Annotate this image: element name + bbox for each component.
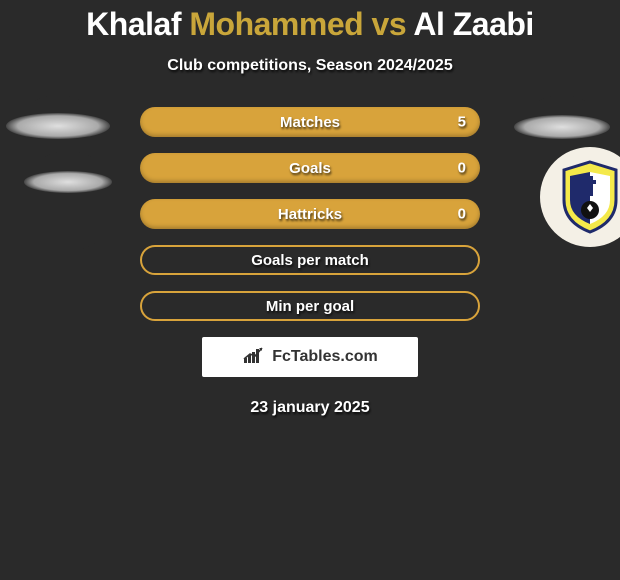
stat-label: Matches	[280, 114, 340, 131]
stat-row-matches: Matches 5	[140, 107, 480, 137]
placeholder-ellipse-icon	[6, 113, 110, 139]
stat-value: 5	[458, 114, 466, 131]
date: 23 january 2025	[0, 399, 620, 417]
subtitle: Club competitions, Season 2024/2025	[0, 57, 620, 75]
stat-row-goals-per-match: Goals per match	[140, 245, 480, 275]
avatar-left-2	[18, 151, 118, 251]
stat-label: Min per goal	[266, 298, 354, 315]
title-player2: Al Zaabi	[413, 6, 533, 42]
placeholder-ellipse-icon	[24, 171, 112, 193]
title-player1-prefix: Khalaf	[86, 6, 181, 42]
title-vs: vs	[372, 6, 407, 42]
bar-chart-icon	[242, 346, 266, 369]
page-title: Khalaf Mohammed vs Al Zaabi	[0, 0, 620, 43]
stat-value: 0	[458, 160, 466, 177]
stat-row-min-per-goal: Min per goal	[140, 291, 480, 321]
stat-label: Goals per match	[251, 252, 369, 269]
shield-icon	[560, 160, 620, 234]
stats-area: Matches 5 Goals 0 Hattricks 0 Goals per …	[0, 107, 620, 321]
stat-rows: Matches 5 Goals 0 Hattricks 0 Goals per …	[140, 107, 480, 321]
watermark-text: FcTables.com	[272, 348, 378, 366]
placeholder-ellipse-icon	[514, 115, 610, 139]
watermark: FcTables.com	[202, 337, 418, 377]
stat-label: Hattricks	[278, 206, 342, 223]
stat-row-hattricks: Hattricks 0	[140, 199, 480, 229]
title-player1-rest: Mohammed	[189, 6, 363, 42]
stat-row-goals: Goals 0	[140, 153, 480, 183]
stat-label: Goals	[289, 160, 331, 177]
stat-value: 0	[458, 206, 466, 223]
